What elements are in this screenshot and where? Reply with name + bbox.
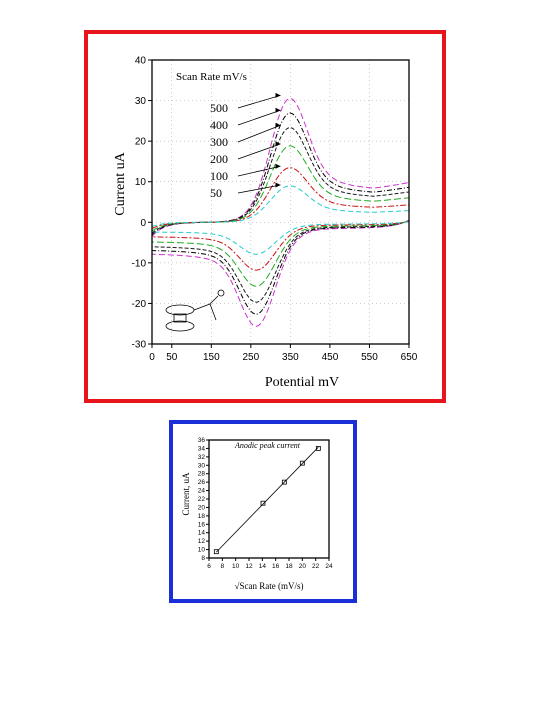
cv-series-400: [151, 112, 410, 315]
peak-y-tick-label: 24: [198, 488, 206, 495]
peak-fit-line: [216, 446, 319, 553]
peak-y-tick-label: 28: [198, 471, 206, 478]
peak-data-point: [281, 479, 287, 485]
cv-x-tick-label: 350: [282, 352, 299, 363]
cv-x-tick-label: 0: [149, 352, 155, 363]
cv-y-tick-label: 0: [140, 218, 146, 229]
peak-y-tick-label: 26: [198, 479, 206, 486]
peak-data-point: [299, 460, 305, 466]
cv-legend-arrow: [237, 124, 281, 143]
peak-x-axis-label: √Scan Rate (mV/s): [235, 581, 304, 591]
peak-y-tick-label: 14: [198, 530, 206, 537]
peak-x-tick-label: 10: [232, 563, 240, 570]
cv-legend-arrowhead: [275, 182, 281, 188]
peak-y-tick-label: 10: [198, 547, 206, 554]
peak-y-tick-label: 8: [201, 555, 205, 562]
peak-x-tick-label: 20: [299, 563, 307, 570]
cv-chart: 0 50 150 250 350 450 550 650-30-20-10010203040 …: [113, 56, 418, 391]
peak-data-point: [315, 446, 321, 451]
cv-legend-arrowhead: [275, 92, 281, 98]
peak-y-tick-label: 36: [198, 437, 206, 444]
peak-x-tick-label: 22: [312, 563, 320, 570]
cv-legend-arrowhead: [275, 163, 281, 169]
cv-legend-arrowhead: [275, 141, 281, 147]
cv-legend-label-200: 200: [210, 152, 228, 166]
cv-y-axis-label: Current uA: [113, 151, 128, 215]
peak-y-tick-label: 32: [198, 454, 206, 461]
cv-legend-label-400: 400: [210, 118, 228, 132]
cv-legend-label-100: 100: [210, 169, 228, 183]
peak-y-tick-label: 18: [198, 513, 206, 520]
peak-data-point: [213, 549, 219, 555]
cv-scan-rate-note: Scan Rate mV/s: [176, 71, 247, 83]
peak-x-tick-label: 14: [259, 563, 267, 570]
peak-y-tick-label: 22: [198, 496, 206, 503]
cv-legend-label-500: 500: [210, 101, 228, 115]
peak-plot-frame: [208, 439, 330, 559]
cv-series-50: [151, 185, 410, 255]
cv-legend-label-50: 50: [210, 186, 222, 200]
cv-series-200: [151, 145, 410, 287]
peak-y-axis-label: Current, uA: [181, 472, 191, 515]
cv-x-tick-label: 250: [243, 352, 260, 363]
cv-y-tick-label: 20: [135, 137, 147, 148]
peak-y-tick-label: 20: [198, 504, 206, 511]
cv-series-500: [151, 97, 410, 327]
cv-x-tick-label: 550: [361, 352, 378, 363]
cv-x-tick-label: 150: [203, 352, 220, 363]
cv-legend-arrow: [237, 143, 281, 160]
peak-x-tick-label: 6: [207, 563, 211, 570]
cv-y-tick-label: 10: [135, 177, 147, 188]
cv-y-tick-label: -30: [132, 340, 147, 351]
cv-series-300: [151, 127, 410, 303]
cv-chart-frame: 0 50 150 250 350 450 550 650 -30 -20 -10 0 10 20 30 40 …: [84, 30, 446, 403]
peak-x-tick-label: 8: [221, 563, 225, 570]
peak-current-chart: 6 8 10 12 14 16 18 20 22 248101214161820222426283…: [181, 437, 333, 591]
peak-x-tick-label: 16: [272, 563, 280, 570]
cv-x-tick-label: 50: [166, 352, 178, 363]
cv-y-tick-label: 30: [135, 96, 147, 107]
peak-y-tick-label: 34: [198, 445, 206, 452]
cv-y-tick-label: -20: [132, 299, 147, 310]
cv-x-tick-label: 450: [322, 352, 339, 363]
cv-legend-arrowhead: [275, 122, 281, 128]
peak-x-tick-label: 24: [325, 563, 333, 570]
cv-series-100: [151, 167, 410, 271]
cv-legend-arrowhead: [275, 107, 281, 113]
cv-plot-frame: [151, 59, 410, 345]
peak-y-tick-label: 16: [198, 521, 206, 528]
peak-y-tick-label: 12: [198, 538, 206, 545]
cv-y-tick-label: -10: [132, 258, 147, 269]
cv-y-tick-label: 40: [135, 56, 147, 67]
peak-current-chart-frame: 6 8 10 12 14 16 18 20 22 24 8 10 12 14 16 18 20 22 24 26 28 3…: [169, 420, 357, 603]
cv-x-tick-label: 650: [401, 352, 418, 363]
peak-annotation: Anodic peak current: [234, 441, 301, 450]
peak-x-tick-label: 12: [245, 563, 253, 570]
cv-legend-arrow: [237, 184, 281, 194]
peak-data-point: [260, 500, 266, 506]
peak-y-tick-label: 30: [198, 462, 206, 469]
cv-legend-arrow: [237, 109, 281, 126]
cv-legend-arrow: [237, 94, 281, 109]
cv-legend-label-300: 300: [210, 135, 228, 149]
cv-x-axis-label: Potential mV: [265, 375, 339, 390]
peak-x-tick-label: 18: [285, 563, 293, 570]
cv-legend-arrow: [237, 165, 281, 177]
ferrocene-molecule-drawing: [165, 289, 225, 332]
